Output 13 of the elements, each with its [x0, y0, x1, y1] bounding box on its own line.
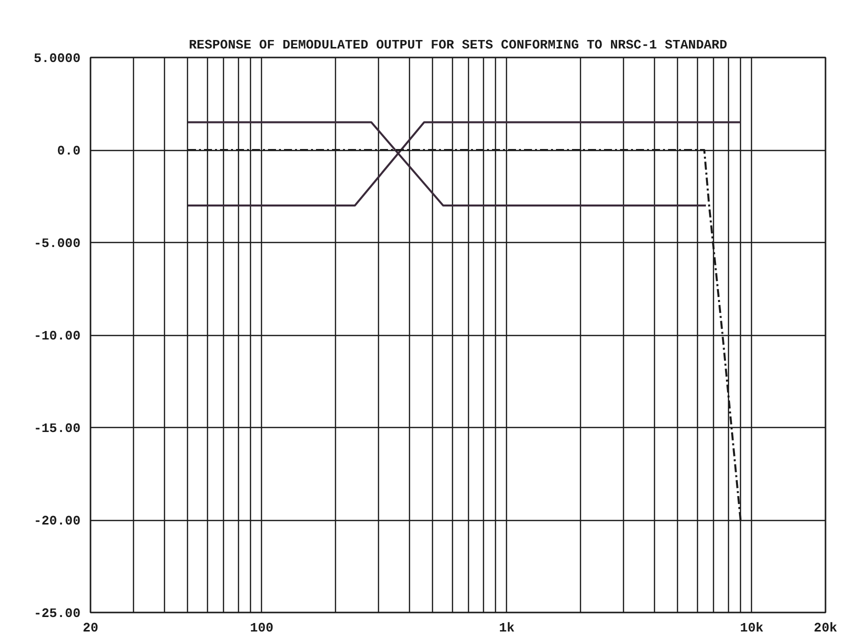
- y-tick-label: 0.0: [57, 144, 81, 158]
- x-tick-label: 20: [82, 620, 98, 636]
- y-tick-label: 5.0000: [34, 51, 81, 66]
- y-tick-label: -5.000: [34, 236, 81, 251]
- y-tick-label: -15.00: [34, 421, 81, 436]
- y-tick-label: -25.00: [34, 606, 81, 621]
- chart-title: RESPONSE OF DEMODULATED OUTPUT FOR SETS CONFORMING TO NRSC-1 STANDARD: [188, 38, 728, 52]
- x-tick-label: 1k: [498, 620, 515, 636]
- y-tick-label: -20.00: [34, 514, 81, 528]
- x-tick-label: 10k: [740, 620, 764, 636]
- y-tick-label: -10.00: [34, 328, 81, 344]
- x-tick-label: 20k: [814, 620, 838, 636]
- x-tick-label: 100: [250, 620, 274, 636]
